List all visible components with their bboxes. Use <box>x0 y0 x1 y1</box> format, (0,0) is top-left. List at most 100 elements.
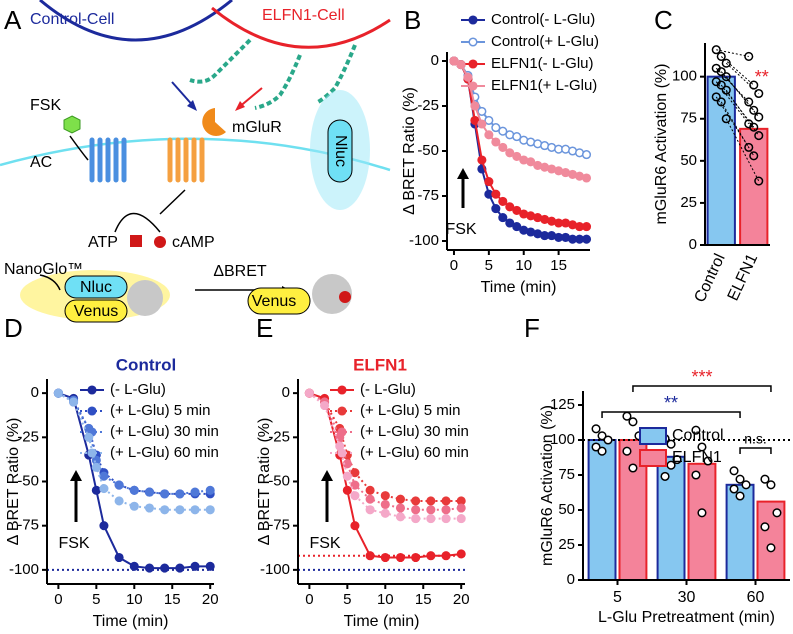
data-point <box>395 503 406 513</box>
series-line <box>308 392 462 520</box>
annotation: *** <box>691 367 712 387</box>
legend-marker <box>468 59 478 69</box>
data-point <box>691 425 701 435</box>
x-tick-label: 5 <box>613 589 622 606</box>
ac-receptor <box>89 137 127 183</box>
data-point <box>441 551 451 561</box>
data-point <box>463 72 473 82</box>
y-tick-label: 0 <box>689 236 697 253</box>
panel-label: B <box>404 5 421 35</box>
annotation: FSK <box>309 535 340 552</box>
y-tick-label: 50 <box>680 152 697 169</box>
data-point <box>484 130 494 140</box>
y-axis-label: Δ BRET Ratio (%) <box>401 87 418 215</box>
data-point <box>505 218 515 228</box>
data-point <box>205 505 215 515</box>
data-point <box>190 561 200 571</box>
pair-line <box>725 76 760 118</box>
data-point <box>456 60 466 70</box>
x-tick-label: 0 <box>305 591 313 608</box>
data-point <box>512 222 522 232</box>
x-tick-label: 0 <box>54 591 62 608</box>
data-point <box>426 505 436 515</box>
data-point <box>744 142 754 152</box>
y-axis-label: Δ BRET Ratio (%) <box>5 418 22 546</box>
data-point <box>597 446 607 456</box>
panel-label: C <box>654 5 673 35</box>
x-tick-label: 60 <box>747 589 765 606</box>
x-tick-label: 15 <box>550 257 567 274</box>
data-point <box>129 561 139 571</box>
data-point <box>144 487 155 497</box>
legend-label: (+ L-Glu) 5 min <box>110 402 210 419</box>
annotation-arrowhead <box>457 168 469 179</box>
data-point <box>754 176 764 186</box>
legend-marker <box>87 406 97 416</box>
data-point <box>721 58 731 68</box>
legend-label: (+ L-Glu) 60 min <box>360 444 469 461</box>
data-point <box>512 205 522 215</box>
y-tick-label: -50 <box>417 142 439 159</box>
data-point <box>749 105 759 115</box>
data-point <box>716 67 726 77</box>
data-point <box>350 491 360 501</box>
data-point <box>666 439 676 449</box>
data-point <box>160 563 170 573</box>
data-point <box>581 150 592 160</box>
label: ELFN1-Cell <box>262 7 345 24</box>
data-point <box>205 561 215 571</box>
data-point <box>91 485 101 495</box>
y-tick-label: 100 <box>672 68 697 85</box>
legend-marker <box>337 385 347 395</box>
legend-label: (+ L-Glu) 5 min <box>360 402 460 419</box>
label: AC <box>30 154 52 171</box>
annotation: ** <box>755 67 769 87</box>
mglur-receptor <box>167 137 205 183</box>
data-point <box>411 552 421 563</box>
data-point <box>144 563 155 573</box>
data-point <box>666 460 676 470</box>
label: Nluc <box>332 135 349 167</box>
annotation: FSK <box>58 535 89 552</box>
data-point <box>729 466 739 476</box>
x-tick-label: 5 <box>343 591 351 608</box>
data-point <box>175 563 185 573</box>
annotation: FSK <box>445 221 476 238</box>
annotation-arrowhead <box>70 470 82 481</box>
data-point <box>691 470 701 480</box>
legend-marker <box>468 81 478 91</box>
data-point <box>449 56 459 66</box>
legend-label: ELFN1(- L-Glu) <box>491 55 594 72</box>
pair-line <box>725 89 760 136</box>
y-tick-label: -75 <box>417 187 439 204</box>
data-point <box>426 551 436 561</box>
label: ΔBRET <box>213 263 267 280</box>
label: cAMP <box>172 234 215 251</box>
data-point <box>441 496 451 506</box>
data-point <box>581 173 592 183</box>
data-point <box>470 101 480 111</box>
arrow <box>39 274 61 291</box>
y-tick-label: -25 <box>17 428 39 445</box>
bar <box>687 462 717 581</box>
legend-marker <box>337 406 347 416</box>
legend-label: (+ L-Glu) 30 min <box>360 423 469 440</box>
data-point <box>477 106 487 116</box>
x-tick-label: 20 <box>453 591 470 608</box>
data-point <box>144 503 155 513</box>
pair-line <box>720 56 755 86</box>
y-tick-label: 100 <box>550 431 575 448</box>
data-point <box>456 549 466 559</box>
data-point <box>426 496 436 506</box>
data-point <box>380 499 390 510</box>
arrowhead <box>187 100 197 111</box>
data-point <box>672 455 682 465</box>
data-point <box>512 151 522 161</box>
label: NanoGlo™ <box>4 261 83 278</box>
data-point <box>114 496 124 506</box>
legend-marker <box>468 15 478 25</box>
data-point <box>754 112 764 122</box>
y-tick-label: 0 <box>31 384 39 401</box>
data-point <box>512 132 522 142</box>
y-axis-label: mGluR6 Activation (%) <box>653 64 670 225</box>
